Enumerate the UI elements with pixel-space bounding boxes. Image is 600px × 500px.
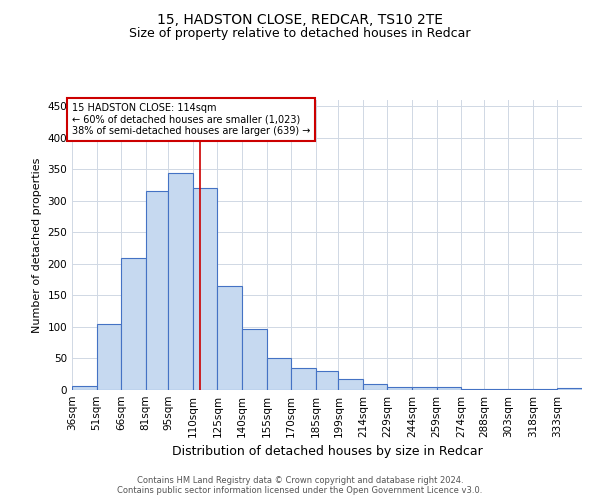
- Bar: [146, 192, 169, 390]
- Bar: [363, 384, 388, 390]
- Bar: [316, 371, 338, 390]
- Bar: [169, 172, 193, 390]
- Bar: [121, 258, 146, 390]
- Bar: [72, 386, 97, 390]
- Text: 15, HADSTON CLOSE, REDCAR, TS10 2TE: 15, HADSTON CLOSE, REDCAR, TS10 2TE: [157, 12, 443, 26]
- Bar: [193, 188, 217, 390]
- Bar: [338, 378, 363, 390]
- Bar: [437, 388, 461, 390]
- Bar: [508, 388, 533, 390]
- Bar: [242, 329, 266, 390]
- Text: 15 HADSTON CLOSE: 114sqm
← 60% of detached houses are smaller (1,023)
38% of sem: 15 HADSTON CLOSE: 114sqm ← 60% of detach…: [72, 103, 310, 136]
- Text: Contains HM Land Registry data © Crown copyright and database right 2024.
Contai: Contains HM Land Registry data © Crown c…: [118, 476, 482, 495]
- Text: Size of property relative to detached houses in Redcar: Size of property relative to detached ho…: [129, 28, 471, 40]
- Bar: [412, 387, 437, 390]
- X-axis label: Distribution of detached houses by size in Redcar: Distribution of detached houses by size …: [172, 446, 482, 458]
- Y-axis label: Number of detached properties: Number of detached properties: [32, 158, 42, 332]
- Bar: [461, 388, 484, 390]
- Bar: [388, 387, 412, 390]
- Bar: [217, 286, 242, 390]
- Bar: [557, 388, 582, 390]
- Bar: [97, 324, 121, 390]
- Bar: [266, 358, 291, 390]
- Bar: [291, 368, 316, 390]
